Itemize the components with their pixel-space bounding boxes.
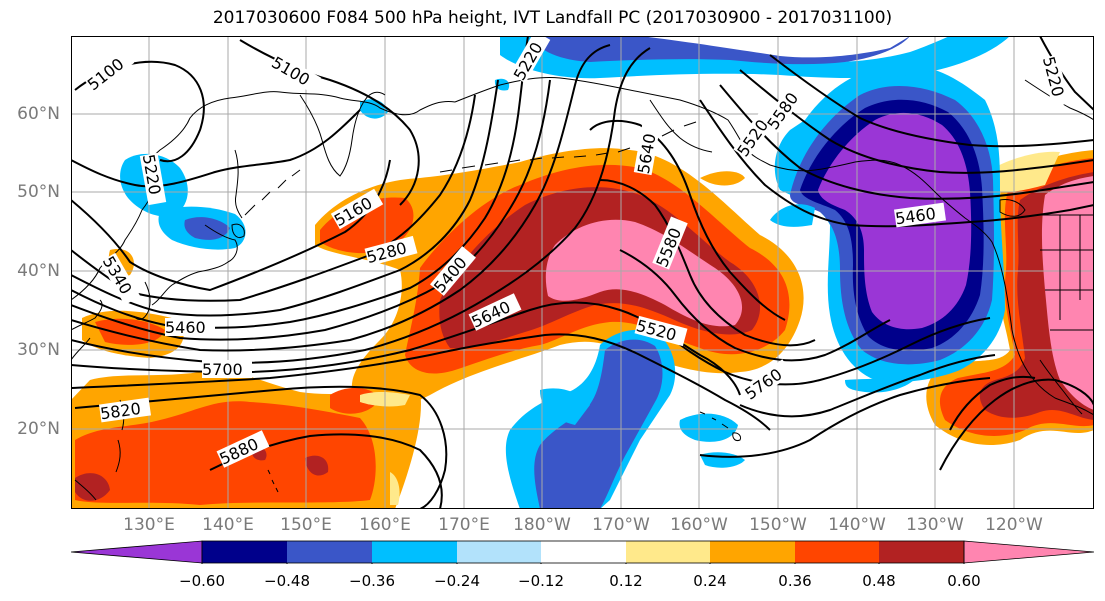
ivt-shading xyxy=(71,36,1094,509)
colorbar-bin xyxy=(626,541,710,563)
lon-label-170w: 170°W xyxy=(592,515,650,535)
colorbar xyxy=(71,540,1094,564)
colorbar-tick: −0.24 xyxy=(434,572,480,590)
lon-label-140w: 140°W xyxy=(828,515,886,535)
contour-label-5460-a: 5460 xyxy=(165,318,206,337)
colorbar-tick: −0.12 xyxy=(518,572,564,590)
colorbar-bin xyxy=(879,541,964,563)
lon-label-140e: 140°E xyxy=(202,515,254,535)
colorbar-extend-max xyxy=(963,540,1094,564)
lon-label-180w: 180°W xyxy=(513,515,571,535)
colorbar-bin xyxy=(287,541,372,563)
lon-label-160e: 160°E xyxy=(359,515,411,535)
lat-label-20n: 20°N xyxy=(17,419,60,439)
lat-label-40n: 40°N xyxy=(17,261,60,281)
lat-label-60n: 60°N xyxy=(17,104,60,124)
lon-label-160w: 160°W xyxy=(670,515,728,535)
colorbar-bin xyxy=(202,541,287,563)
graticule xyxy=(71,36,1094,509)
colorbar-bin xyxy=(710,541,795,563)
colorbar-tick: −0.36 xyxy=(349,572,395,590)
lon-label-130w: 130°W xyxy=(906,515,964,535)
colorbar-bin xyxy=(457,541,541,563)
map-frame xyxy=(71,36,1094,509)
colorbar-tick: 0.60 xyxy=(947,572,981,590)
colorbar-tick: 0.24 xyxy=(693,572,727,590)
contour-label-5700: 5700 xyxy=(202,360,243,379)
lon-label-130e: 130°E xyxy=(123,515,175,535)
map-panel: 5100 5100 5220 5220 5340 5460 5160 5280 … xyxy=(71,36,1094,509)
colorbar-tick: −0.60 xyxy=(179,572,225,590)
lat-label-30n: 30°N xyxy=(17,340,60,360)
colorbar-tick: 0.12 xyxy=(609,572,643,590)
colorbar-tick: −0.48 xyxy=(264,572,310,590)
lon-label-150w: 150°W xyxy=(749,515,807,535)
height-contours xyxy=(71,36,1094,509)
lon-label-170e: 170°E xyxy=(438,515,490,535)
lon-label-150e: 150°E xyxy=(280,515,332,535)
lat-label-50n: 50°N xyxy=(17,182,60,202)
lon-label-120w: 120°W xyxy=(985,515,1043,535)
colorbar-tick: 0.48 xyxy=(862,572,896,590)
colorbar-tick: 0.36 xyxy=(778,572,812,590)
colorbar-bin xyxy=(372,541,457,563)
colorbar-extend-min xyxy=(71,540,203,564)
colorbar-bin xyxy=(795,541,879,563)
colorbar-bin xyxy=(541,541,626,563)
figure-title: 2017030600 F084 500 hPa height, IVT Land… xyxy=(212,8,893,28)
